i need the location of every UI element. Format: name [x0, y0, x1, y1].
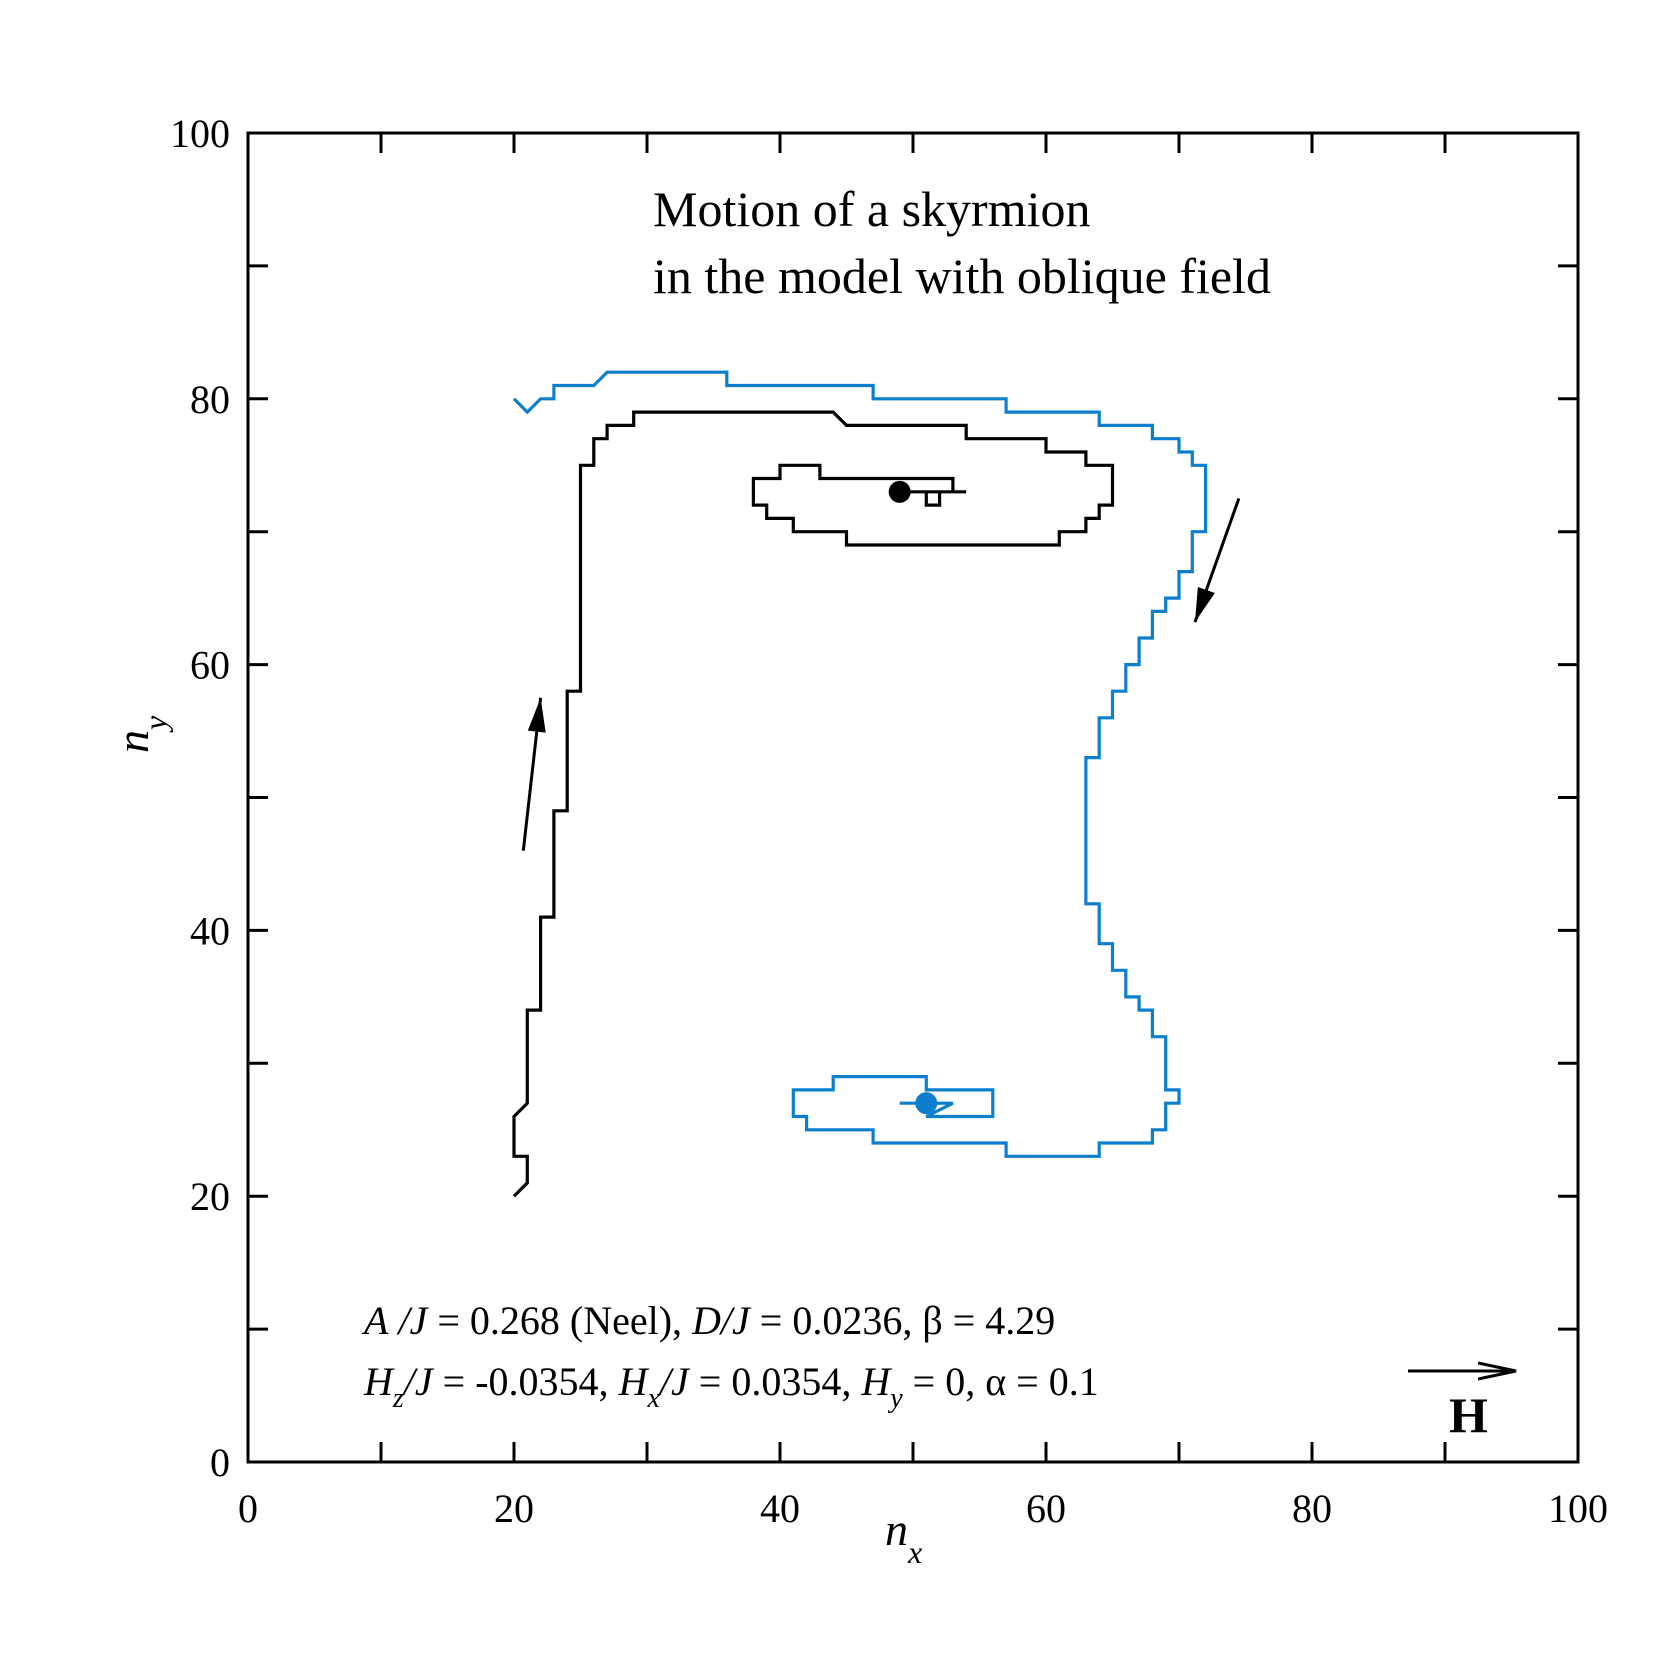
- blue-trajectory-endpoint: [915, 1092, 938, 1115]
- chart-title-line-2: in the model with oblique field: [653, 248, 1271, 304]
- y-tick-label: 80: [190, 377, 230, 422]
- x-tick-label: 100: [1548, 1486, 1608, 1531]
- y-axis-label: ny: [107, 715, 173, 753]
- x-tick-label: 60: [1026, 1486, 1066, 1531]
- chart-title-line-1: Motion of a skyrmion: [653, 181, 1090, 237]
- params-line-2: Hz/J = -0.0354, Hx/J = 0.0354, Hy = 0, α…: [363, 1359, 1099, 1414]
- y-axis-ticks: [248, 131, 1578, 1464]
- params-line-1: A/J = 0.268 (Neel), D/J = 0.0236, β = 4.…: [361, 1298, 1055, 1343]
- y-tick-label: 60: [190, 643, 230, 688]
- y-tick-label: 100: [170, 111, 230, 156]
- y-tick-label: 40: [190, 908, 230, 953]
- field-label: H: [1449, 1387, 1488, 1443]
- y-axis-tick-labels: 0 20 40 60 80 100: [170, 111, 230, 1485]
- black-trajectory-line: [512, 410, 1115, 1198]
- direction-arrow-head: [1194, 587, 1215, 623]
- x-tick-label: 20: [494, 1486, 534, 1531]
- plot-frame: [246, 131, 1580, 1464]
- x-tick-label: 0: [238, 1486, 258, 1531]
- series-layer: [512, 370, 1208, 1198]
- x-axis-tick-labels: 0 20 40 60 80 100: [238, 1486, 1608, 1531]
- blue-trajectory-line: [512, 370, 1208, 1158]
- endpoint-layer: [888, 480, 938, 1115]
- y-tick-label: 0: [210, 1440, 230, 1485]
- direction-arrows: [521, 497, 1241, 851]
- x-tick-label: 40: [760, 1486, 800, 1531]
- x-tick-label: 80: [1292, 1486, 1332, 1531]
- y-tick-label: 20: [190, 1174, 230, 1219]
- direction-arrow-head: [527, 697, 546, 733]
- x-axis-ticks: [246, 133, 1580, 1462]
- x-axis-label: nx: [885, 1504, 922, 1570]
- black-trajectory-endpoint: [888, 480, 911, 503]
